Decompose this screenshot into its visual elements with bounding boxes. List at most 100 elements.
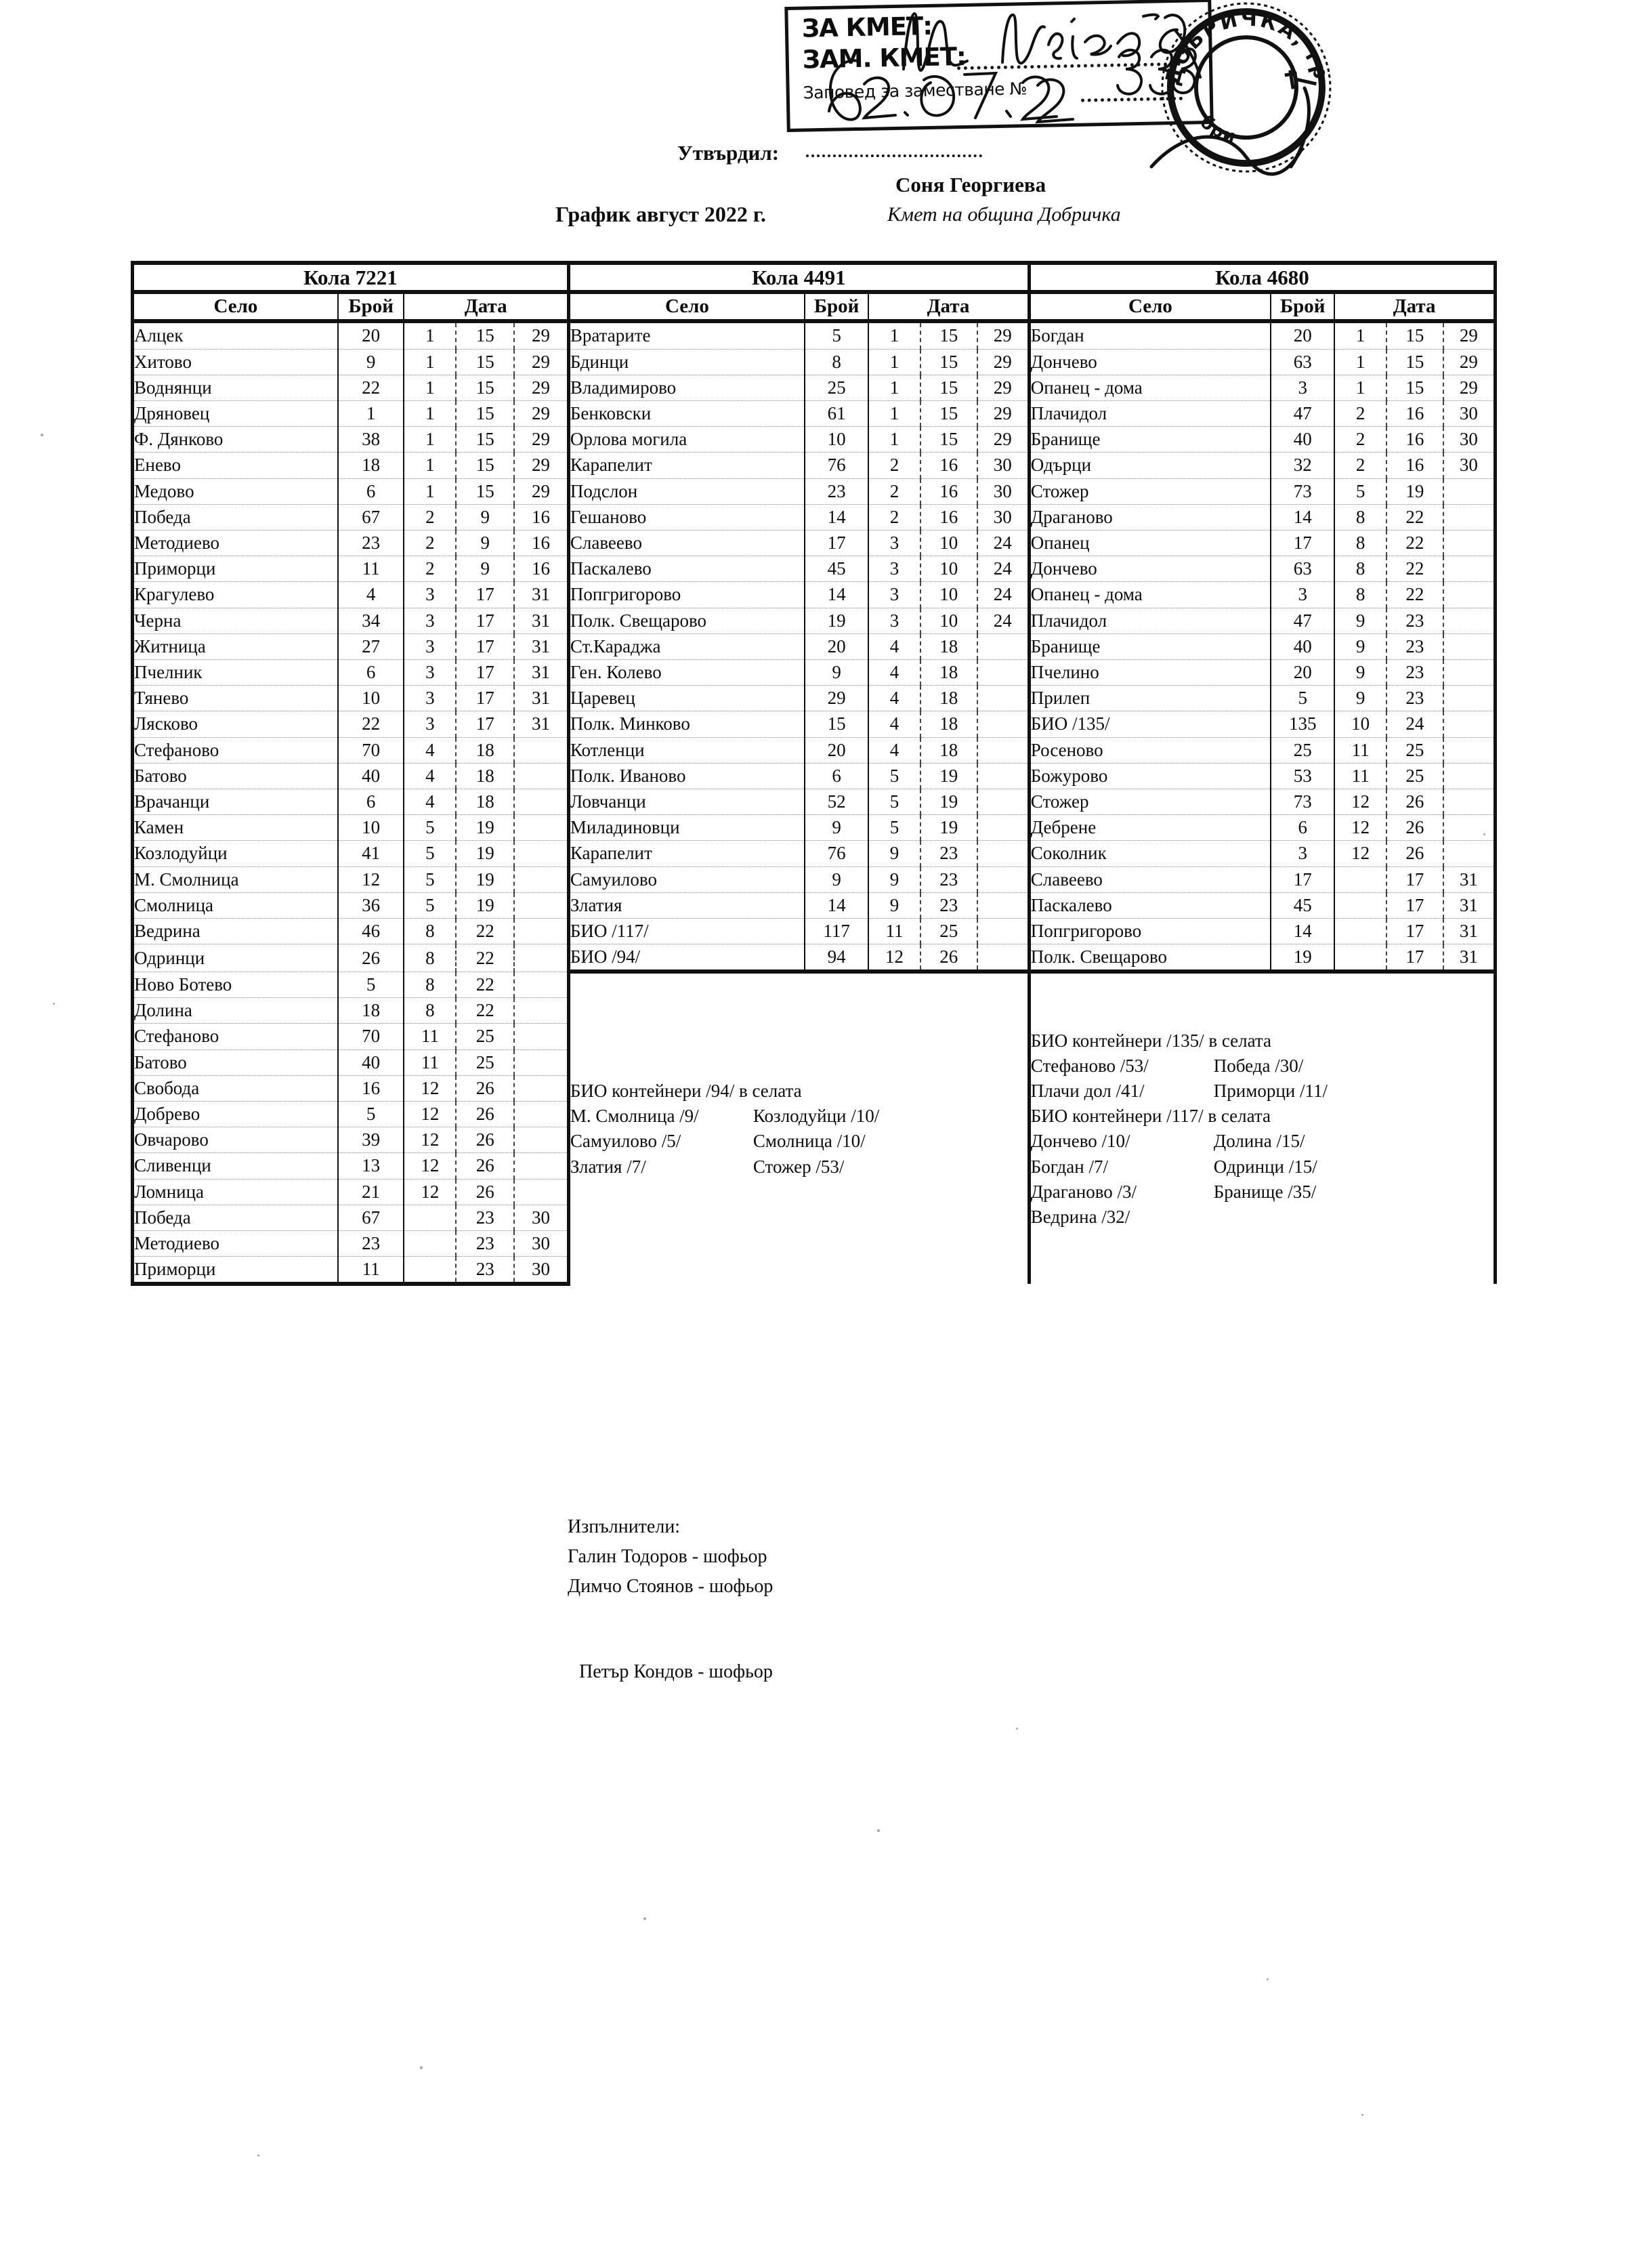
- bio117-item: Богдан /7/: [1030, 1156, 1108, 1177]
- date-slot-1: 8: [1334, 581, 1386, 608]
- village-count: 32: [1270, 452, 1335, 479]
- village-name: Хитово: [130, 349, 338, 375]
- date-slot-1: 1: [403, 478, 457, 505]
- date-slot-2: 10: [919, 530, 977, 557]
- date-slot-2: 19: [455, 892, 515, 919]
- date-slot-2: 16: [919, 504, 977, 531]
- date-slot-1: [1334, 892, 1386, 919]
- table-row: Победа 67 23 30: [130, 1205, 1496, 1232]
- table-row: Лясково 22 3 17 31 Полк. Минково 15 4 18 БИО /135…: [130, 711, 1497, 738]
- village-count: 14: [804, 892, 869, 919]
- village-count: 17: [1270, 530, 1335, 557]
- date-slot-3: 29: [976, 349, 1030, 375]
- date-slot-3: 30: [513, 1256, 569, 1287]
- village-count: 23: [804, 478, 869, 505]
- village-name: Одърци: [1027, 452, 1271, 479]
- village-count: 40: [337, 1049, 404, 1076]
- mayor-title: Кмет на община Добричка: [887, 203, 1121, 226]
- date-slot-1: 3: [403, 581, 457, 608]
- date-slot-2: 15: [919, 349, 977, 375]
- date-slot-1: 2: [403, 556, 457, 583]
- date-slot-2: 26: [455, 1127, 515, 1154]
- village-count: 23: [337, 1230, 404, 1257]
- date-slot-3: [1442, 608, 1497, 634]
- table-row: Хитово 9 1 15 29 Бдинци 8 1 15 29 Дончево 63 1 15 29: [130, 349, 1497, 375]
- date-slot-3: [513, 892, 569, 919]
- village-count: 3: [1270, 375, 1335, 402]
- bio135-item: Плачи дол /41/: [1030, 1081, 1145, 1102]
- date-slot-3: 29: [513, 349, 569, 375]
- header-count-3: Брой: [1270, 292, 1335, 322]
- table-row: Одринци 26 8 22 БИО /94/94 12 26 Полк. Свещаров…: [130, 944, 1497, 974]
- table-row: Батово 40 4 18 Полк. Иваново 6 5 19 Божурово 53 11…: [130, 763, 1497, 790]
- date-slot-3: 29: [976, 319, 1030, 350]
- date-slot-3: [976, 763, 1030, 790]
- date-slot-2: 10: [919, 581, 977, 608]
- village-count: 5: [337, 1101, 404, 1128]
- date-slot-2: 15: [455, 349, 515, 375]
- village-name: Свобода: [130, 1075, 338, 1102]
- date-slot-1: [403, 1256, 457, 1287]
- date-slot-3: [513, 737, 569, 764]
- village-count: 20: [1270, 659, 1335, 686]
- table-row: Житница 27 3 17 31 Ст.Караджа 20 4 18 Бранище 40 9 2…: [130, 633, 1497, 661]
- table-row: Крагулево 4 3 17 31 Попгригорово 14 3 10 24 Опанец…: [130, 581, 1497, 608]
- village-name: Бранище: [1027, 633, 1271, 661]
- date-slot-1: 1: [1334, 375, 1386, 402]
- bio94-row: Самуилово /5/Смолница /10/: [572, 1129, 1027, 1154]
- village-count: 53: [1270, 763, 1335, 790]
- village-name: Росеново: [1027, 737, 1271, 764]
- table-row: Камен 10 5 19 Миладиновци 9 5 19 Дебрене 6 12 26: [130, 814, 1497, 841]
- village-count: 40: [1270, 426, 1335, 453]
- date-slot-2: 25: [1385, 763, 1443, 790]
- date-slot-1: 9: [868, 840, 920, 867]
- village-name: Одринци: [130, 944, 338, 972]
- date-slot-2: 19: [455, 814, 515, 841]
- village-name: Котленци: [566, 737, 805, 764]
- date-slot-1: [1334, 867, 1386, 893]
- date-slot-1: 11: [1334, 763, 1386, 790]
- table-row: Енево 18 1 15 29 Карапелит 76 2 16 30 Одърци 32 2 16 3…: [130, 452, 1497, 479]
- date-slot-3: 29: [513, 478, 569, 505]
- date-slot-2: 23: [1385, 633, 1443, 661]
- header-date-2: Дата: [868, 292, 1030, 322]
- village-name: Дончево: [1027, 556, 1271, 583]
- date-slot-2: 19: [455, 867, 515, 893]
- village-name: Методиево: [130, 1230, 338, 1257]
- village-name: Врачанци: [130, 789, 338, 816]
- village-count: 6: [804, 763, 869, 790]
- date-slot-2: 15: [1385, 349, 1443, 375]
- village-count: 23: [337, 530, 404, 557]
- date-slot-3: 31: [1442, 918, 1497, 945]
- date-slot-1: 1: [403, 400, 457, 428]
- date-slot-2: 19: [919, 814, 977, 841]
- bio135-item: Победа /30/: [1213, 1055, 1304, 1076]
- village-count: 8: [804, 349, 869, 375]
- date-slot-2: 17: [455, 685, 515, 712]
- date-slot-2: 9: [455, 504, 515, 531]
- date-slot-1: [403, 1230, 457, 1257]
- village-count: 19: [804, 608, 869, 634]
- village-count: 70: [337, 737, 404, 764]
- village-count: 63: [1270, 349, 1335, 375]
- village-count: 6: [337, 659, 404, 686]
- village-count: 19: [1270, 944, 1335, 974]
- table-row: Стефаново 70 4 18 Котленци 20 4 18 Росеново 25 11 2…: [130, 737, 1497, 764]
- village-name: Гешаново: [566, 504, 805, 531]
- date-slot-1: 10: [1334, 711, 1386, 738]
- page-title: График август 2022 г.: [555, 202, 766, 226]
- bio135-item: Приморци /11/: [1213, 1081, 1328, 1102]
- bio135-row: Стефаново /53/Победа /30/: [1032, 1054, 1491, 1079]
- date-slot-1: 4: [403, 789, 457, 816]
- date-slot-2: 15: [455, 452, 515, 479]
- date-slot-2: 23: [1385, 608, 1443, 634]
- executor-3: Петър Кондов - шофьор: [579, 1661, 773, 1682]
- date-slot-3: 29: [976, 400, 1030, 428]
- village-name: М. Смолница: [130, 867, 338, 893]
- village-count: 5: [804, 319, 869, 350]
- table-row: Ф. Дянково 38 1 15 29 Орлова могила 10 1 15 29 Бра…: [130, 426, 1497, 453]
- executor-2: Димчо Стоянов - шофьор: [568, 1576, 774, 1597]
- header-count-1: Брой: [337, 292, 404, 322]
- date-slot-2: 15: [919, 319, 977, 350]
- date-slot-3: 29: [513, 400, 569, 428]
